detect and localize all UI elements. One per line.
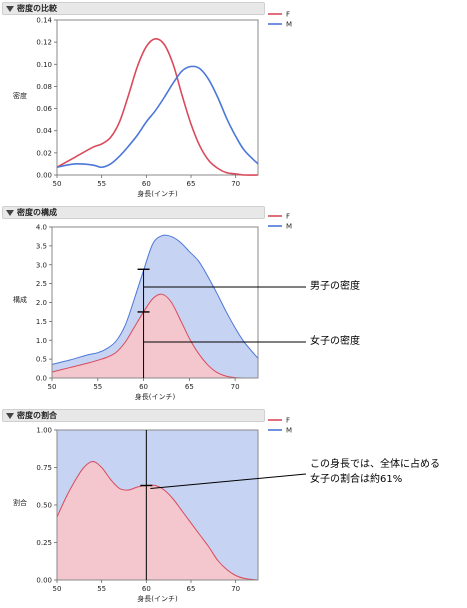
y-tick-label: 2.0	[36, 299, 47, 307]
area-edge-F	[56, 460, 259, 581]
y-tick-label: 0.00	[36, 172, 52, 180]
annotation-line: この身長では、全体に占める	[310, 459, 440, 470]
area-F	[52, 294, 258, 379]
legend-label-F: F	[286, 11, 290, 19]
x-tick-label: 65	[187, 585, 196, 593]
panel-header-proportion[interactable]: 密度の割合	[2, 409, 265, 422]
area-M	[57, 430, 258, 580]
disclosure-triangle-icon[interactable]	[6, 5, 14, 12]
disclosure-triangle-icon[interactable]	[6, 209, 14, 216]
panel-header-stacked[interactable]: 密度の構成	[2, 206, 265, 219]
x-tick-label: 50	[53, 585, 62, 593]
y-tick-label: 3.0	[36, 261, 47, 269]
plot-frame	[56, 19, 259, 176]
x-tick-label: 70	[231, 180, 240, 188]
y-tick-label: 0.75	[36, 464, 52, 472]
x-tick-label: 55	[93, 383, 102, 391]
x-tick-label: 60	[139, 383, 148, 391]
x-tick-label: 65	[185, 383, 194, 391]
panel-title: 密度の比較	[17, 4, 57, 13]
y-tick-label: 0.02	[36, 149, 52, 157]
x-tick-label: 70	[231, 383, 240, 391]
y-tick-label: 0.0	[36, 375, 47, 383]
x-tick-label: 50	[48, 383, 57, 391]
y-axis-label: 割合	[13, 498, 27, 507]
area-F	[57, 461, 258, 580]
panel-title: 密度の構成	[17, 208, 57, 217]
y-tick-label: 0.50	[36, 502, 52, 510]
y-tick-label: 0.06	[36, 105, 52, 113]
y-tick-label: 1.5	[36, 318, 47, 326]
annotation-female-density: 女子の密度	[310, 336, 360, 347]
y-tick-label: 0.14	[36, 17, 52, 25]
x-axis-label: 身長(インチ)	[137, 189, 178, 198]
legend-label-M: M	[286, 223, 292, 231]
legend-label-M: M	[286, 427, 292, 435]
x-axis-label: 身長(インチ)	[137, 594, 178, 603]
legend-label-F: F	[286, 213, 290, 221]
series-line-M	[56, 65, 259, 169]
y-tick-label: 1.00	[36, 427, 52, 435]
y-tick-label: 0.5	[36, 356, 47, 364]
y-tick-label: 0.10	[36, 61, 52, 69]
x-tick-label: 50	[53, 180, 62, 188]
y-tick-label: 3.5	[36, 242, 47, 250]
annotation-male-density: 男子の密度	[310, 281, 360, 292]
panel-header-comparison[interactable]: 密度の比較	[2, 2, 265, 15]
series-line-F	[56, 37, 259, 176]
area-edge-F	[51, 293, 259, 379]
x-tick-label: 60	[142, 180, 151, 188]
chart-2	[54, 419, 282, 583]
y-axis-label: 構成	[13, 295, 27, 304]
x-axis-label: 身長(インチ)	[135, 392, 176, 401]
chart-1	[49, 215, 282, 381]
y-tick-label: 1.0	[36, 337, 47, 345]
y-tick-label: 0.25	[36, 539, 52, 547]
legend-label-M: M	[286, 21, 292, 29]
y-tick-label: 0.08	[36, 83, 52, 91]
chart-0	[54, 13, 282, 178]
y-tick-label: 2.5	[36, 280, 47, 288]
x-tick-label: 55	[97, 585, 106, 593]
panel-title: 密度の割合	[17, 411, 57, 420]
x-tick-label: 70	[231, 585, 240, 593]
y-tick-label: 0.12	[36, 39, 52, 47]
x-tick-label: 60	[142, 585, 151, 593]
leader-proportion	[150, 473, 307, 489]
legend-label-F: F	[286, 417, 290, 425]
x-tick-label: 65	[187, 180, 196, 188]
disclosure-triangle-icon[interactable]	[6, 412, 14, 419]
y-axis-label: 密度	[13, 91, 27, 100]
annotation-proportion: この身長では、全体に占める 女子の割合は約61%	[310, 457, 440, 487]
y-tick-label: 0.00	[36, 577, 52, 585]
area-edge-M	[51, 234, 259, 365]
x-tick-label: 55	[97, 180, 106, 188]
annotation-line: 女子の割合は約61%	[310, 474, 403, 485]
y-tick-label: 0.04	[36, 127, 52, 135]
y-tick-label: 4.0	[36, 224, 47, 232]
